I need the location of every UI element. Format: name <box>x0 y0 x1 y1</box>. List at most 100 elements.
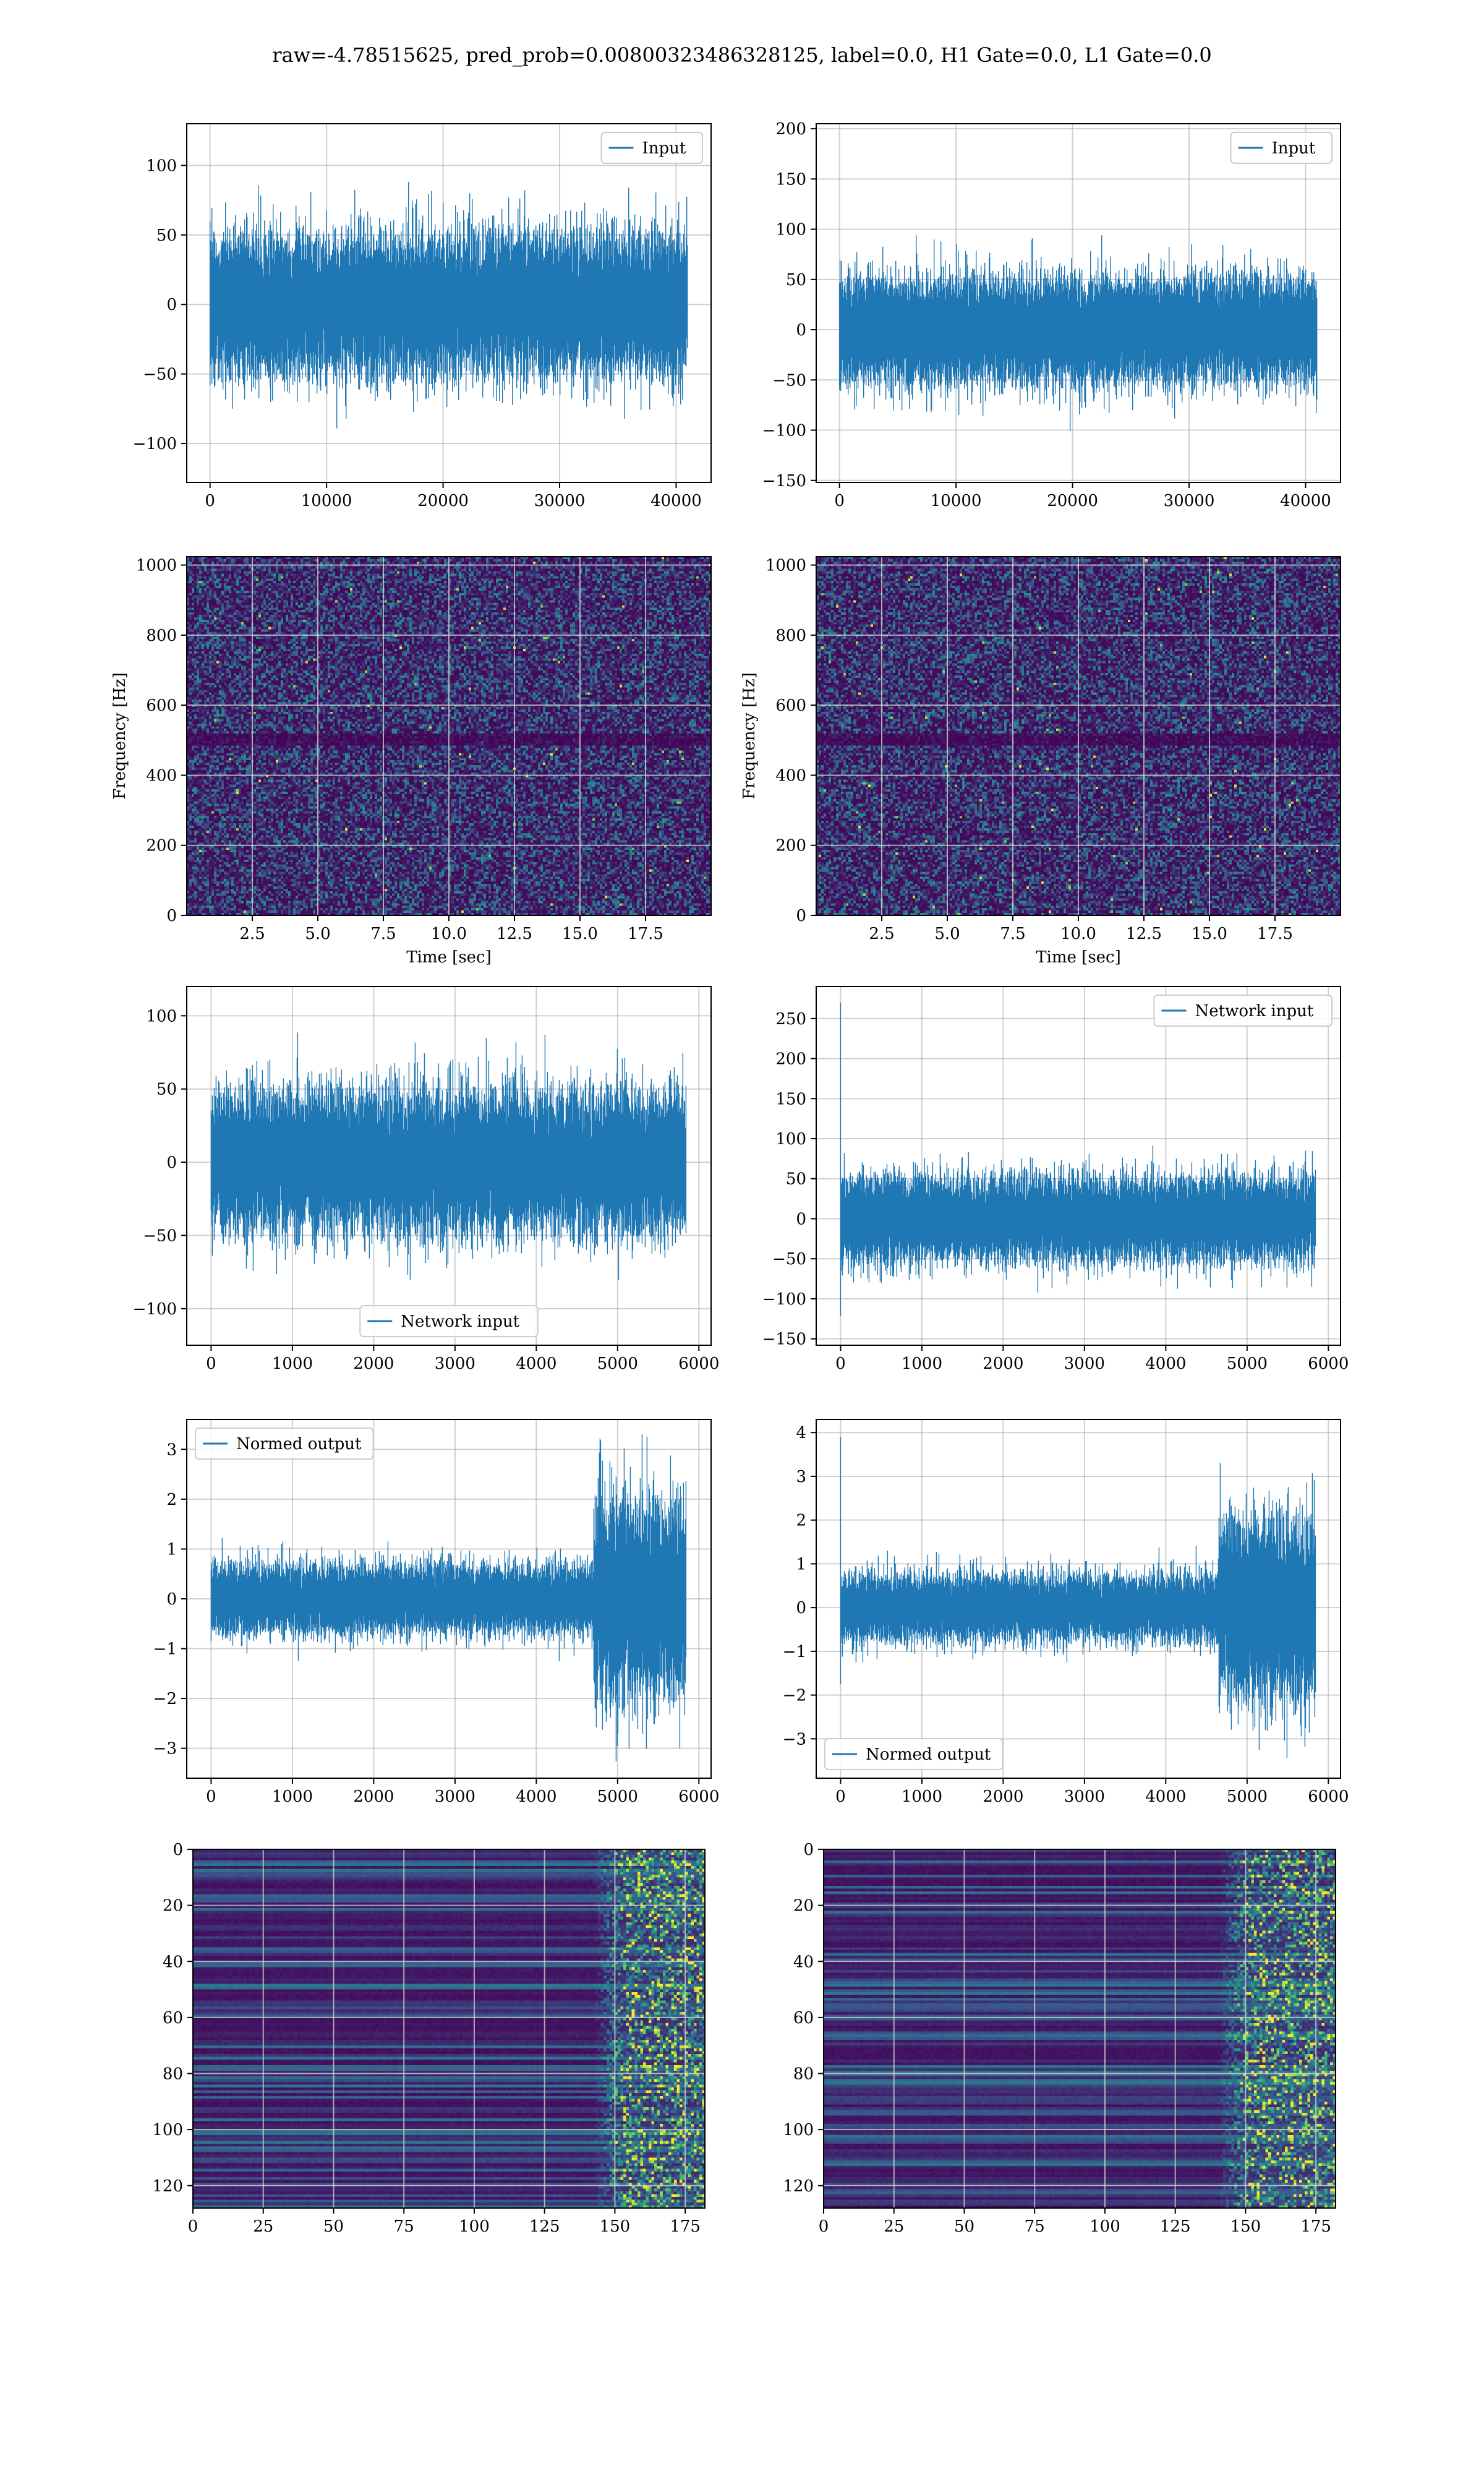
features-h1-ytick-label: 40 <box>163 1953 183 1971</box>
features-l1-ytick-label: 0 <box>803 1841 814 1859</box>
normed-output-h1-xtick-label: 0 <box>206 1787 216 1806</box>
features-l1-ytick-label: 40 <box>793 1953 814 1971</box>
normed-output-l1-xtick-label: 6000 <box>1308 1787 1349 1806</box>
normed-output-h1-ytick-label: −1 <box>153 1640 177 1659</box>
input-l1-xtick-label: 40000 <box>1280 492 1331 510</box>
features-h1-xtick-label: 75 <box>394 2217 414 2236</box>
network-input-l1-legend-label: Network input <box>1195 1002 1314 1021</box>
spec-l1-ytick-label: 800 <box>775 627 806 645</box>
normed-output-l1-legend: Normed output <box>824 1738 1004 1770</box>
input-h1-xtick-label: 30000 <box>534 492 586 510</box>
features-l1-ytick-label: 100 <box>783 2121 814 2139</box>
network-input-h1-ytick-label: 50 <box>156 1081 177 1099</box>
normed-output-h1-ytick-label: −3 <box>153 1740 177 1758</box>
network-input-h1-xtick-label: 1000 <box>272 1355 313 1373</box>
normed-output-h1-ytick-label: 1 <box>166 1540 177 1559</box>
input-l1-legend-frame <box>1230 132 1333 164</box>
input-l1-ytick-label: 150 <box>775 170 806 189</box>
input-l1-spine <box>816 123 1341 483</box>
network-input-l1-ytick-label: 250 <box>775 1010 806 1029</box>
spec-l1-xtick-label: 15.0 <box>1192 925 1227 943</box>
normed-output-h1-xtick-label: 1000 <box>272 1787 313 1806</box>
network-input-l1-ytick-label: −150 <box>762 1330 806 1349</box>
network-input-l1-ytick-label: 200 <box>775 1050 806 1069</box>
network-input-h1-legend-label: Network input <box>401 1312 519 1331</box>
features-h1-ytick-label: 120 <box>152 2177 183 2196</box>
spec-h1-ylabel: Frequency [Hz] <box>111 672 129 800</box>
features-h1-heatmap-image <box>193 1849 705 2208</box>
features-l1-xtick-label: 0 <box>819 2217 829 2236</box>
input-l1-ytick-label: −150 <box>762 472 806 490</box>
normed-output-h1-spine <box>186 1419 712 1779</box>
network-input-h1-xtick-label: 3000 <box>435 1355 475 1373</box>
features-h1-xtick-label: 175 <box>670 2217 701 2236</box>
features-h1-ytick-label: 100 <box>152 2121 183 2139</box>
features-h1-xtick-label: 150 <box>600 2217 631 2236</box>
features-l1-spine <box>823 1849 1336 2209</box>
input-l1-xtick-label: 30000 <box>1164 492 1215 510</box>
network-input-h1-xtick-label: 4000 <box>516 1355 556 1373</box>
features-l1-xtick-label: 75 <box>1025 2217 1045 2236</box>
network-input-h1-legend: Network input <box>359 1305 539 1337</box>
input-l1-legend: Input <box>1230 132 1333 164</box>
features-h1-xtick-label: 125 <box>529 2217 560 2236</box>
spec-l1-axes: 2.5 5.0 7.5 10.0 12.5 15.0 17.5 0 200 400 600 800 10… <box>740 556 1341 967</box>
input-l1-ytick-label: −50 <box>772 371 806 390</box>
spec-h1-xtick-label: 7.5 <box>370 925 396 943</box>
features-l1-xtick-label: 125 <box>1160 2217 1191 2236</box>
network-input-l1-axes: 0 1000 2000 3000 4000 5000 6000 −150 −100 −50 0 50 1… <box>762 986 1349 1373</box>
input-h1-legend-frame <box>600 132 703 164</box>
input-h1-xtick-label: 0 <box>205 492 215 510</box>
network-input-l1-ytick-label: −50 <box>772 1250 806 1269</box>
network-input-h1-xtick-label: 0 <box>206 1355 216 1373</box>
normed-output-l1-ytick-label: 4 <box>796 1424 806 1442</box>
figure-suptitle: raw=-4.78515625, pred_prob=0.00800323486… <box>272 43 1212 67</box>
spec-h1-ytick-label: 0 <box>166 907 177 925</box>
features-l1-ytick-label: 60 <box>793 2009 814 2027</box>
spec-l1-spine <box>816 556 1341 916</box>
normed-output-h1-legend-frame <box>195 1427 374 1460</box>
network-input-l1-ytick-label: 50 <box>786 1170 806 1189</box>
features-l1-ytick-label: 120 <box>783 2177 814 2196</box>
network-input-l1-ytick-label: 0 <box>796 1210 806 1228</box>
network-input-l1-spine <box>816 986 1341 1346</box>
input-h1-legend-label: Input <box>642 139 686 158</box>
spec-h1-xtick-label: 5.0 <box>305 925 330 943</box>
spec-h1-ytick-label: 400 <box>146 766 177 785</box>
normed-output-l1-xtick-label: 4000 <box>1145 1787 1186 1806</box>
network-input-l1-xtick-label: 0 <box>835 1355 846 1373</box>
normed-output-h1-legend-label: Normed output <box>236 1435 362 1453</box>
features-l1-heatmap-image <box>824 1849 1336 2208</box>
normed-output-l1-ytick-label: 2 <box>796 1512 806 1530</box>
normed-output-h1-ytick-label: −2 <box>153 1690 177 1708</box>
features-l1-xtick-label: 50 <box>954 2217 974 2236</box>
features-h1-ytick-label: 0 <box>173 1841 183 1859</box>
network-input-l1-series-line <box>840 1002 1316 1316</box>
features-l1-axes: 0 25 50 75 100 125 150 175 0 20 40 60 80 100 120 <box>783 1841 1336 2236</box>
normed-output-h1-xtick-label: 2000 <box>353 1787 394 1806</box>
network-input-h1-series-line <box>210 1032 687 1280</box>
network-input-h1-axes: 0 1000 2000 3000 4000 5000 6000 −100 −50 0 50 100 Ne… <box>133 986 719 1373</box>
features-l1-xtick-label: 100 <box>1090 2217 1120 2236</box>
features-h1-xtick-label: 50 <box>323 2217 344 2236</box>
input-l1-ytick-label: 0 <box>796 321 806 340</box>
spec-l1-xtick-label: 7.5 <box>1000 925 1025 943</box>
input-l1-xtick-label: 10000 <box>931 492 982 510</box>
input-h1-ytick-label: 100 <box>146 156 177 175</box>
features-h1-xtick-label: 0 <box>188 2217 198 2236</box>
normed-output-h1-ytick-label: 2 <box>166 1491 177 1509</box>
spec-h1-axes: 2.5 5.0 7.5 10.0 12.5 15.0 17.5 0 200 400 600 800 10… <box>111 556 712 967</box>
spec-h1-ytick-label: 1000 <box>136 557 177 575</box>
normed-output-l1-xtick-label: 0 <box>835 1787 846 1806</box>
spec-h1-xtick-label: 10.0 <box>431 925 467 943</box>
network-input-l1-xtick-label: 6000 <box>1308 1355 1349 1373</box>
network-input-h1-legend-frame <box>359 1305 539 1337</box>
input-h1-xtick-label: 40000 <box>650 492 702 510</box>
spec-h1-xtick-label: 12.5 <box>497 925 532 943</box>
features-h1-ytick-label: 60 <box>163 2009 183 2027</box>
normed-output-l1-xtick-label: 5000 <box>1227 1787 1268 1806</box>
spec-l1-xlabel: Time [sec] <box>1036 948 1121 967</box>
network-input-l1-legend: Network input <box>1153 995 1333 1027</box>
input-h1-ytick-label: −100 <box>133 435 177 453</box>
